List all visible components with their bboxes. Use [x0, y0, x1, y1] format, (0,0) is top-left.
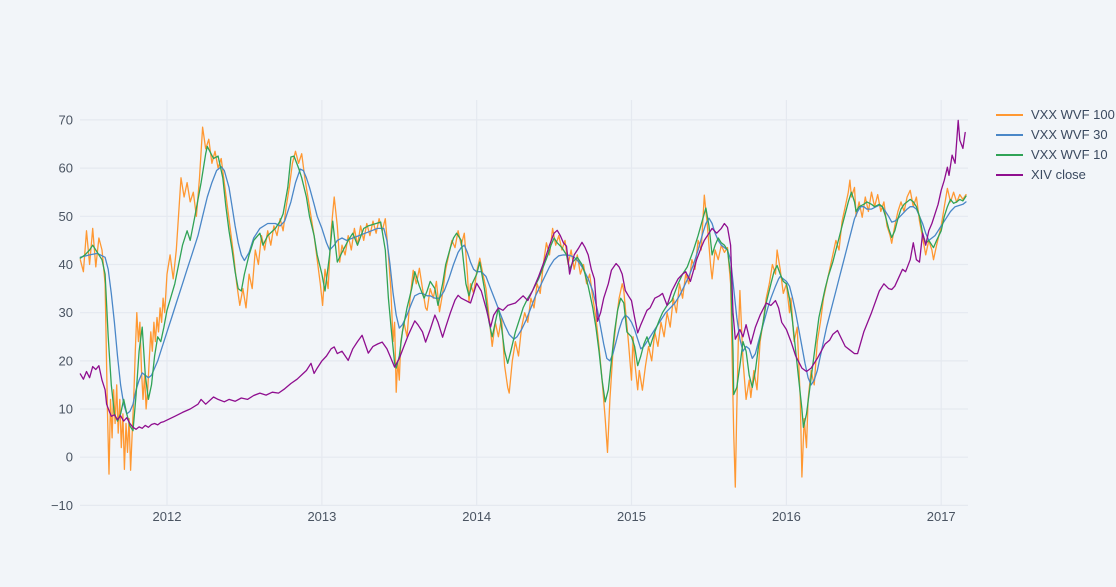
- x-tick-label: 2017: [927, 509, 956, 524]
- legend-swatch-icon: [996, 174, 1023, 176]
- x-tick-label: 2012: [153, 509, 182, 524]
- legend-swatch-icon: [996, 114, 1023, 116]
- legend-item-xiv-close[interactable]: XIV close: [996, 165, 1115, 185]
- y-tick-label: 10: [59, 402, 73, 417]
- legend-item-vxx-wvf-30[interactable]: VXX WVF 30: [996, 125, 1115, 145]
- y-tick-label: 50: [59, 209, 73, 224]
- legend-label: VXX WVF 30: [1031, 127, 1108, 142]
- series-line-vxx-wvf-100[interactable]: [79, 126, 967, 488]
- x-tick-label: 2013: [307, 509, 336, 524]
- legend-label: XIV close: [1031, 167, 1086, 182]
- y-tick-label: 60: [59, 161, 73, 176]
- x-tick-label: 2016: [772, 509, 801, 524]
- y-tick-label: 40: [59, 257, 73, 272]
- y-tick-label: 0: [66, 450, 73, 465]
- legend-label: VXX WVF 10: [1031, 147, 1108, 162]
- legend-label: VXX WVF 100: [1031, 107, 1115, 122]
- x-tick-label: 2014: [462, 509, 491, 524]
- series-line-vxx-wvf-10[interactable]: [79, 145, 967, 432]
- y-tick-label: 20: [59, 353, 73, 368]
- x-tick-label: 2015: [617, 509, 646, 524]
- legend-swatch-icon: [996, 154, 1023, 156]
- legend: VXX WVF 100 VXX WVF 30 VXX WVF 10 XIV close: [996, 105, 1115, 185]
- y-tick-label: −10: [51, 498, 73, 513]
- legend-item-vxx-wvf-100[interactable]: VXX WVF 100: [996, 105, 1115, 125]
- y-tick-label: 30: [59, 305, 73, 320]
- axis-tick-labels: −10 0 10 20 30 40 50 60 70 2012 2013 2014 2015 2016 20…: [51, 112, 956, 524]
- y-tick-label: 70: [59, 112, 73, 127]
- series-line-xiv-close[interactable]: [79, 119, 966, 430]
- series-line-vxx-wvf-30[interactable]: [79, 166, 967, 415]
- series-lines: [79, 119, 967, 488]
- legend-swatch-icon: [996, 134, 1023, 136]
- legend-item-vxx-wvf-10[interactable]: VXX WVF 10: [996, 145, 1115, 165]
